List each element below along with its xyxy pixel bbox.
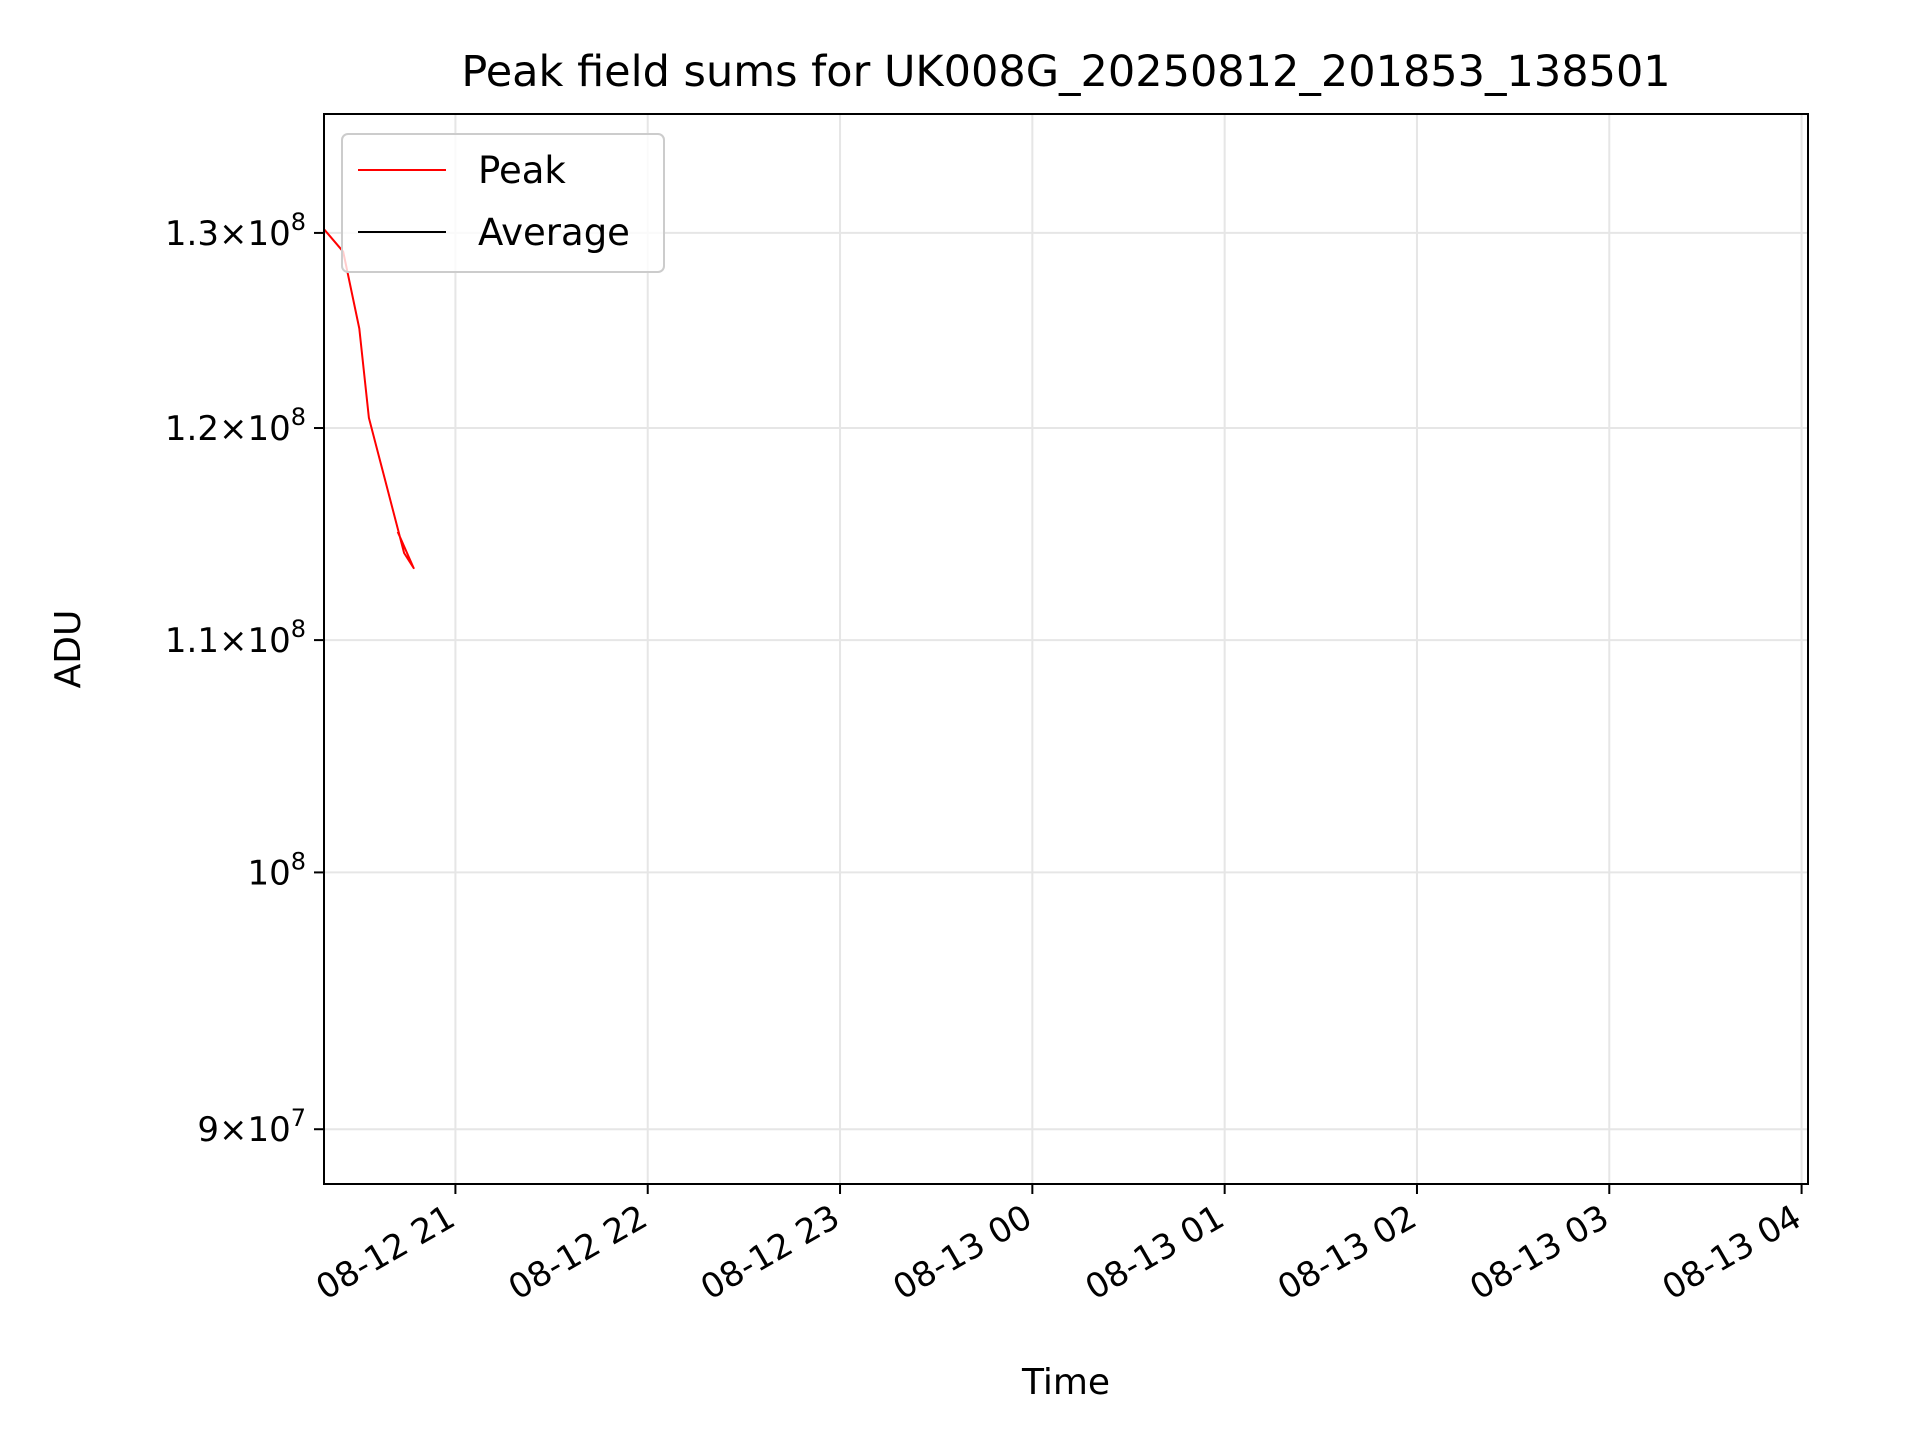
- legend-label-peak: Peak: [478, 149, 566, 192]
- y-tick-label: 9×107: [197, 1104, 306, 1150]
- y-axis: 9×107 108 1.1×108 1.2×108 1.3×108: [165, 208, 324, 1150]
- chart-title: Peak field sums for UK008G_20250812_2018…: [461, 47, 1670, 97]
- legend-label-average: Average: [478, 211, 630, 254]
- y-tick-label: 1.2×108: [165, 403, 306, 449]
- grid: [324, 114, 1808, 1184]
- y-tick-label: 1.1×108: [165, 615, 306, 661]
- legend: Peak Average: [341, 133, 665, 273]
- x-axis-label: Time: [1021, 1362, 1110, 1403]
- y-axis-label: ADU: [48, 610, 89, 689]
- legend-box: [341, 133, 665, 273]
- y-tick-label: 108: [247, 847, 306, 893]
- plot-frame: [323, 113, 1809, 1185]
- y-tick-label: 1.3×108: [165, 208, 306, 254]
